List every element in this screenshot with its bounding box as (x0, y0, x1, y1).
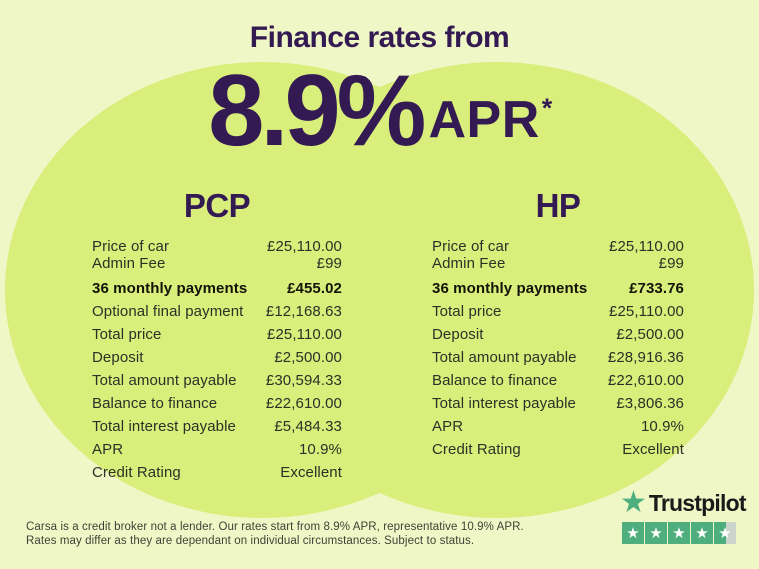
finance-row-value: £25,110.00 (609, 303, 684, 320)
finance-row-label: Deposit (92, 349, 144, 366)
star-icon: ★ (672, 524, 686, 542)
finance-row-value: £455.02 (287, 280, 342, 297)
trustpilot-widget: ★ Trustpilot ★ ★ ★ ★ ★ (620, 486, 746, 544)
finance-row: Balance to finance £22,610.00 (92, 396, 342, 412)
finance-row-label: Admin Fee (432, 255, 506, 272)
finance-row: Admin Fee £99 (432, 256, 684, 272)
finance-row: Credit Rating Excellent (432, 442, 684, 458)
finance-row-value: Excellent (622, 441, 684, 458)
trustpilot-star-icon: ★ (620, 486, 647, 519)
finance-row-value: £99 (316, 255, 342, 272)
rating-star-box: ★ (622, 522, 644, 544)
finance-row: Total interest payable £3,806.36 (432, 396, 684, 412)
finance-row-label: APR (92, 441, 124, 458)
star-icon: ★ (718, 524, 732, 542)
finance-row: Deposit £2,500.00 (432, 327, 684, 343)
finance-row-value: £5,484.33 (274, 418, 342, 435)
finance-row-value: £99 (658, 255, 684, 272)
finance-row-value: £25,110.00 (267, 238, 342, 255)
finance-row-value: £25,110.00 (609, 238, 684, 255)
finance-row: Optional final payment £12,168.63 (92, 304, 342, 320)
finance-row-label: Balance to finance (432, 372, 558, 389)
finance-row-value: Excellent (280, 464, 342, 481)
star-icon: ★ (626, 524, 640, 542)
finance-row-label: Total interest payable (432, 395, 576, 412)
finance-row-label: Admin Fee (92, 255, 166, 272)
hp-finance-column: HP Price of car £25,110.00 Admin Fee £99 36 … (432, 188, 684, 458)
finance-row-value: £12,168.63 (265, 303, 342, 320)
background-blob-right (240, 62, 754, 518)
finance-row: Price of car £25,110.00 (92, 239, 342, 255)
hero-rate: 8.9% APR* (0, 55, 759, 167)
hero-rate-value: 8.9% (208, 55, 426, 167)
finance-row-value: £22,610.00 (265, 395, 342, 412)
finance-row-label: Balance to finance (92, 395, 218, 412)
rating-star-box: ★ (691, 522, 713, 544)
finance-row-label: Price of car (92, 238, 170, 255)
finance-row: Total interest payable £5,484.33 (92, 419, 342, 435)
trustpilot-brand-name: Trustpilot (648, 489, 747, 516)
finance-row: 36 monthly payments £455.02 (92, 281, 342, 297)
finance-row: Total price £25,110.00 (432, 304, 684, 320)
finance-row-label: Credit Rating (432, 441, 521, 458)
finance-row-value: £25,110.00 (267, 326, 342, 343)
pcp-rows: Price of car £25,110.00 Admin Fee £99 36 mon… (92, 239, 342, 481)
pcp-finance-column: PCP Price of car £25,110.00 Admin Fee £99 36… (92, 188, 342, 481)
finance-row-label: Credit Rating (92, 464, 181, 481)
star-icon: ★ (649, 524, 663, 542)
finance-row-label: 36 monthly payments (92, 280, 248, 297)
finance-row: Credit Rating Excellent (92, 465, 342, 481)
finance-row: Price of car £25,110.00 (432, 239, 684, 255)
finance-row-value: £733.76 (629, 280, 684, 297)
finance-row: Total price £25,110.00 (92, 327, 342, 343)
finance-row-label: 36 monthly payments (432, 280, 588, 297)
disclaimer-line-2: Rates may differ as they are dependant o… (26, 534, 475, 547)
finance-row: APR 10.9% (432, 419, 684, 435)
finance-row-label: Total interest payable (92, 418, 236, 435)
trustpilot-rating-stars: ★ ★ ★ ★ ★ (622, 522, 740, 544)
finance-row-value: £22,610.00 (607, 372, 684, 389)
rating-star-box: ★ (645, 522, 667, 544)
finance-row-label: Deposit (432, 326, 484, 343)
page-title: Finance rates from (249, 21, 510, 54)
star-icon: ★ (695, 524, 709, 542)
finance-row-value: £2,500.00 (616, 326, 684, 343)
hp-rows: Price of car £25,110.00 Admin Fee £99 36 mon… (432, 239, 684, 458)
finance-row-label: Optional final payment (92, 303, 244, 320)
finance-row-value: £30,594.33 (265, 372, 342, 389)
finance-row: Admin Fee £99 (92, 256, 342, 272)
finance-row-value: £3,806.36 (616, 395, 684, 412)
hero-rate-suffix: APR* (428, 93, 552, 147)
finance-row: 36 monthly payments £733.76 (432, 281, 684, 297)
finance-row: Deposit £2,500.00 (92, 350, 342, 366)
hp-column-title: HP (535, 187, 581, 224)
disclaimer-text: Carsa is a credit broker not a lender. O… (26, 521, 626, 548)
finance-row-label: Total amount payable (432, 349, 577, 366)
trustpilot-logo: ★ Trustpilot (620, 486, 746, 519)
finance-row: Total amount payable £30,594.33 (92, 373, 342, 389)
finance-row-value: 10.9% (640, 418, 684, 435)
finance-row: Total amount payable £28,916.36 (432, 350, 684, 366)
finance-row-label: Total amount payable (92, 372, 237, 389)
finance-row-label: Total price (432, 303, 502, 320)
finance-row-value: 10.9% (298, 441, 342, 458)
finance-row-label: Total price (92, 326, 162, 343)
finance-row-value: £2,500.00 (274, 349, 342, 366)
pcp-column-title: PCP (183, 187, 251, 224)
disclaimer-line-1: Carsa is a credit broker not a lender. O… (26, 521, 524, 533)
finance-row: Balance to finance £22,610.00 (432, 373, 684, 389)
finance-row-label: Price of car (432, 238, 510, 255)
asterisk-footnote-marker: * (541, 93, 553, 123)
apr-label: APR (428, 91, 540, 149)
finance-row-value: £28,916.36 (607, 349, 684, 366)
finance-row: APR 10.9% (92, 442, 342, 458)
rating-star-box: ★ (714, 522, 736, 544)
rating-star-box: ★ (668, 522, 690, 544)
finance-row-label: APR (432, 418, 464, 435)
